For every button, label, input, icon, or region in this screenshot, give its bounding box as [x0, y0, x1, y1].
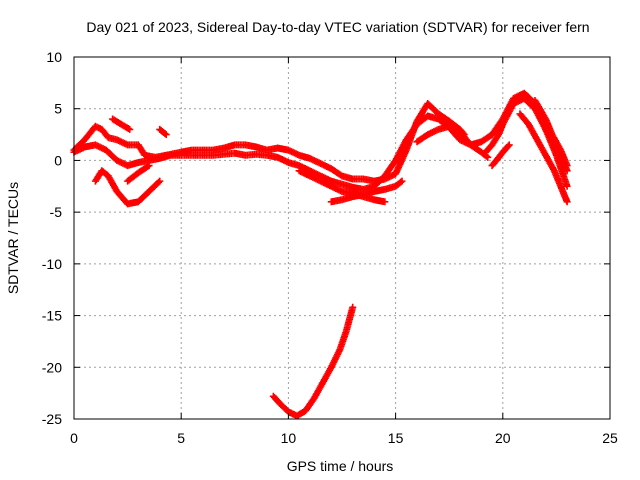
y-tick-label: -20: [42, 359, 62, 375]
y-tick-label: 5: [54, 101, 62, 117]
data-point: [126, 125, 134, 133]
series-track-l: [516, 110, 571, 206]
series-track-f: [124, 162, 153, 185]
data-point: [563, 162, 571, 170]
data-point: [349, 303, 357, 311]
x-tick-label: 15: [388, 430, 404, 446]
data-point: [484, 153, 492, 161]
series-track-i: [413, 122, 492, 161]
data-series: [70, 89, 571, 420]
data-point: [161, 130, 169, 138]
tick-labels: 0 5 10 15 20 25 10 5 0 -5 -10 -15 -20 -25: [42, 49, 618, 446]
data-point: [398, 177, 406, 185]
y-tick-label: -15: [42, 308, 62, 324]
x-tick-label: 5: [177, 430, 185, 446]
data-point: [505, 141, 513, 149]
plot-frame: [73, 56, 611, 420]
x-tick-label: 25: [602, 430, 618, 446]
series-track-n: [269, 303, 357, 420]
grid-lines: [74, 57, 610, 419]
y-tick-label: -10: [42, 256, 62, 272]
x-tick-label: 0: [70, 430, 78, 446]
data-point: [145, 162, 153, 170]
series-track-j: [488, 141, 513, 170]
data-point: [156, 177, 164, 185]
y-tick-label: -25: [42, 411, 62, 427]
data-point: [155, 178, 163, 186]
series-track-c: [109, 115, 134, 133]
x-axis-label: GPS time / hours: [287, 458, 394, 474]
x-tick-label: 10: [281, 430, 297, 446]
data-point: [563, 182, 571, 190]
data-point: [397, 178, 405, 186]
data-point: [381, 198, 389, 206]
y-axis-label: SDTVAR / TECUs: [5, 182, 21, 294]
y-tick-label: -5: [50, 204, 63, 220]
series-track-h: [327, 177, 406, 206]
y-tick-label: 0: [54, 152, 62, 168]
chart-title: Day 021 of 2023, Sidereal Day-to-day VTE…: [86, 19, 589, 35]
axis-ticks: [73, 56, 611, 420]
x-tick-label: 20: [495, 430, 511, 446]
data-point: [563, 198, 571, 206]
data-point: [124, 125, 132, 133]
data-point: [162, 131, 170, 139]
y-tick-label: 10: [46, 49, 62, 65]
data-point: [144, 163, 152, 171]
series-track-e: [91, 167, 164, 208]
series-track-m: [531, 96, 571, 170]
data-point: [504, 142, 512, 150]
series-track-d: [156, 125, 170, 139]
